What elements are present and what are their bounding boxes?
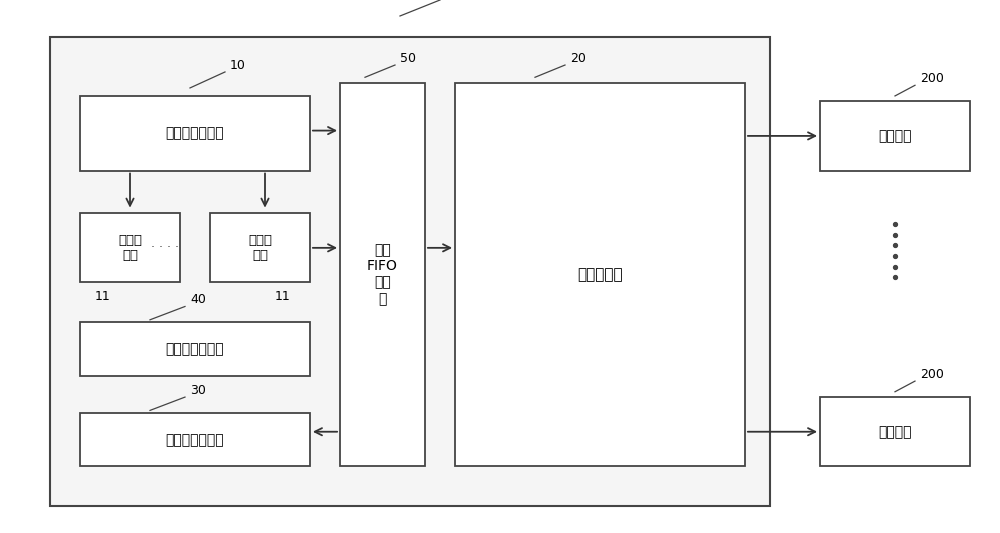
Text: 11: 11	[95, 290, 111, 303]
Bar	[80, 213, 180, 282]
Text: 20: 20	[570, 52, 586, 65]
Text: 10: 10	[230, 59, 246, 72]
Text: 50: 50	[400, 52, 416, 65]
Bar	[80, 322, 310, 376]
Text: 闪存颗粒: 闪存颗粒	[878, 129, 912, 143]
Bar	[50, 37, 770, 506]
Text: 命令回收状态机: 命令回收状态机	[166, 433, 224, 447]
Text: 30: 30	[190, 384, 206, 397]
Bar	[210, 213, 310, 282]
Text: 缓冲寄
存器: 缓冲寄 存器	[248, 234, 272, 262]
Text: 命令产生状态机: 命令产生状态机	[166, 126, 224, 140]
Text: 缓冲寄
存器: 缓冲寄 存器	[118, 234, 142, 262]
Text: 核心控制器: 核心控制器	[577, 267, 623, 282]
Bar	[80, 413, 310, 466]
Text: 闪存颗粒: 闪存颗粒	[878, 425, 912, 439]
Text: · · · ·: · · · ·	[151, 241, 179, 254]
Text: 40: 40	[190, 294, 206, 306]
Text: 200: 200	[920, 368, 944, 381]
Text: 200: 200	[920, 72, 944, 85]
Bar	[80, 96, 310, 171]
Bar	[820, 101, 970, 171]
Bar	[455, 83, 745, 466]
Text: 数据地址状态机: 数据地址状态机	[166, 342, 224, 356]
Text: 同步
FIFO
缓冲
器: 同步 FIFO 缓冲 器	[367, 243, 398, 306]
Bar	[820, 397, 970, 466]
Bar	[340, 83, 425, 466]
Text: 11: 11	[275, 290, 291, 303]
